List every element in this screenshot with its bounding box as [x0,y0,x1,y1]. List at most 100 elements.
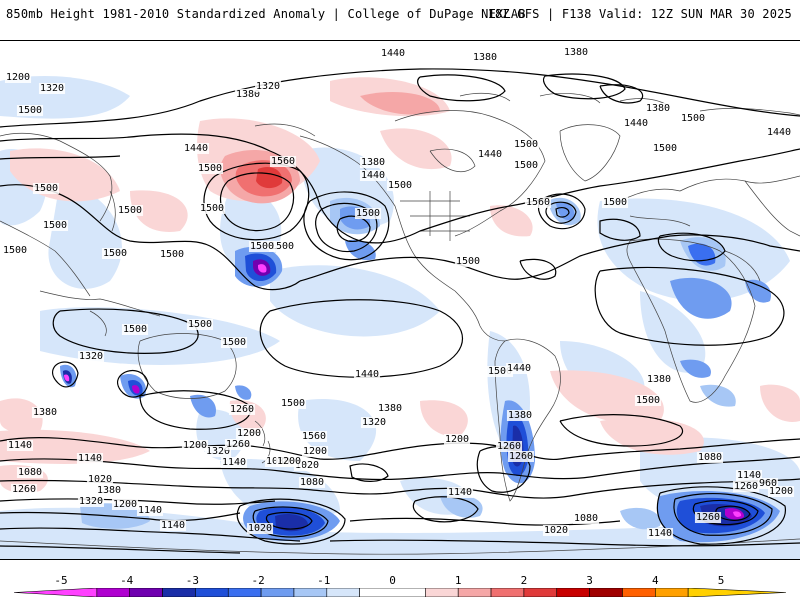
anomaly-area [620,507,661,530]
contour-label: 1500 [188,319,212,330]
contour-label-halo [507,451,535,462]
contour-label-halo [376,403,404,414]
contour-label: 1380 [236,89,260,100]
coastline-segment [699,108,800,116]
colorbar-tick-label: 5 [717,574,725,587]
contour-label: 1500 [18,105,42,116]
contour-label-halo [234,89,262,100]
contour-label: 1500 [514,160,538,171]
contour-label-halo [634,395,662,406]
colorbar-segment [622,588,656,597]
height-contour-line [315,202,378,253]
contour-label-halo [694,512,722,523]
contour-label-halo [16,105,44,116]
contour-label-halo [38,83,66,94]
contour-label-halo [224,439,252,450]
contour-label: 1320 [362,417,386,428]
contour-label: 1380 [564,47,588,58]
height-contour-line [519,258,557,280]
anomaly-area [670,277,732,319]
contour-label-halo [186,319,214,330]
colorbar-segment [589,588,623,597]
height-contour-line [265,511,313,530]
contour-label-halo [158,249,186,260]
colorbar-tick-label: -4 [120,574,134,587]
anomaly-area [64,374,70,382]
contour-label: 1140 [138,505,162,516]
height-contour-line [0,527,301,542]
contour-label: 1500 [281,398,305,409]
contour-label: 1320 [79,496,103,507]
contour-label-halo [354,208,382,219]
contour-label: 1500 [488,366,512,377]
colorbar-tick-label: 0 [389,574,396,587]
anomaly-area [256,166,283,189]
contour-label-halo [601,197,629,208]
contour-label: 1320 [206,446,230,457]
coastline-segment [559,124,621,182]
contour-label: 1500 [160,249,184,260]
anomaly-area [490,205,533,237]
contour-label-halo [443,434,471,445]
height-contour-line [537,193,586,230]
contour-label-halo [300,431,328,442]
contour-label: 1560 [271,156,295,167]
height-contour-line [673,492,773,536]
height-contour-line [349,463,389,482]
contour-label-halo [181,440,209,451]
contour-label-halo [767,486,795,497]
coastline-segment [459,92,511,102]
contour-label: 1560 [302,431,326,442]
height-contour-line [0,545,241,554]
colorbar-segment [227,588,262,597]
contour-label: 1200 [303,446,327,457]
contour-label-halo [379,48,407,59]
contour-label-halo [524,197,552,208]
contour-label: 1020 [88,474,112,485]
colorbar-tick-labels: -5 -4 -3 -2 -1 0 1 2 3 4 5 [0,574,800,587]
colorbar-tick-label: -2 [251,574,265,587]
coastline-segment [0,220,91,297]
contour-label: 1500 [3,245,27,256]
contour-label-halo [279,398,307,409]
model-run-info: 18Z GFS | F138 Valid: 12Z SUN MAR 30 202… [487,7,792,21]
contour-label: 1500 [103,248,127,259]
contour-label-halo [622,118,650,129]
contour-label-halo [679,113,707,124]
height-contour-line [0,456,800,481]
contour-label: 1080 [18,467,42,478]
colorbar-segment [687,588,786,597]
contour-label-halo [220,457,248,468]
anomaly-area [258,264,267,273]
contour-label-halo [298,477,326,488]
contour-label-halo [248,241,276,252]
contour-label-halo [10,484,38,495]
contour-label: 1140 [648,528,672,539]
anomaly-area [40,307,280,365]
contour-label-halo [228,404,256,415]
contour-label: 1500 [250,241,274,252]
contour-label: 1260 [12,484,36,495]
contour-label-halo [486,366,514,377]
contour-label: 1380 [97,485,121,496]
height-contour-line [52,361,79,388]
contour-label: 1260 [497,441,521,452]
contour-label: 1380 [473,52,497,63]
contour-label: 1140 [448,487,472,498]
contour-label: 1500 [653,143,677,154]
contour-label-halo [95,485,123,496]
coastline-segment [400,191,470,241]
colorbar [14,588,786,597]
contour-label: 1380 [361,157,385,168]
height-contour-line [0,498,276,505]
contour-label: 1200 [277,456,301,467]
contour-label: 1020 [544,525,568,536]
anomaly-area [550,370,664,424]
contour-label-halo [204,446,232,457]
contour-label-halo [6,440,34,451]
colorbar-tick-label: -1 [317,574,331,587]
contour-label-halo [359,157,387,168]
contour-label: 1560 [526,197,550,208]
contour-label-halo [644,103,672,114]
anomaly-area [235,385,252,400]
